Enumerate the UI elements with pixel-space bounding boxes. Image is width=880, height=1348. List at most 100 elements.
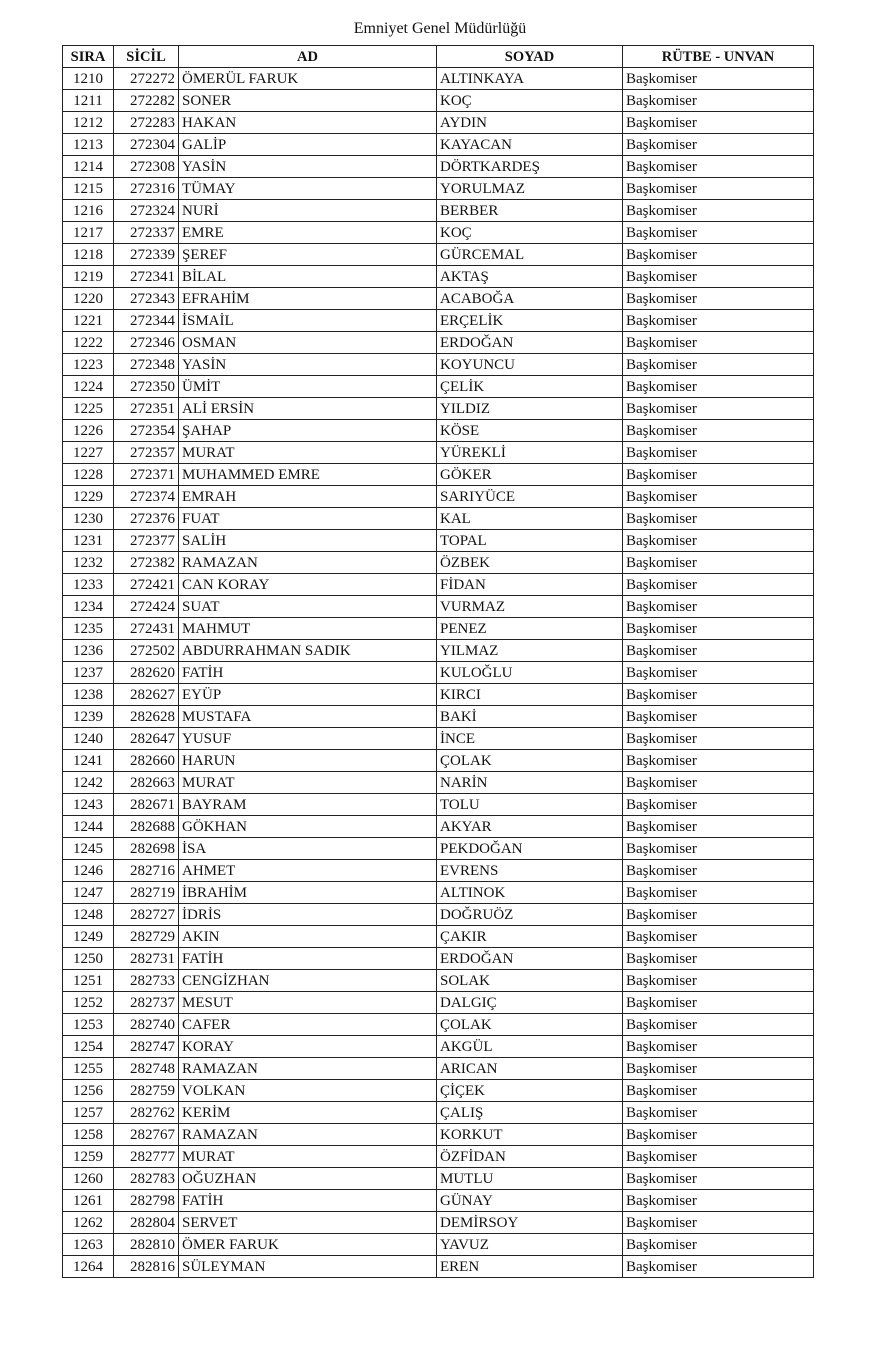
cell-ad: EMRAH: [178, 485, 437, 508]
cell-soyad: ERDOĞAN: [436, 947, 623, 970]
cell-soyad: AKYAR: [436, 815, 623, 838]
cell-soyad: ÇELİK: [436, 375, 623, 398]
cell-rutbe: Başkomiser: [622, 1079, 814, 1102]
table-row: 1225 272351 ALİ ERSİN YILDIZ Başkomiser: [62, 397, 814, 420]
header-sira: SIRA: [62, 45, 114, 68]
cell-soyad: YILDIZ: [436, 397, 623, 420]
cell-rutbe: Başkomiser: [622, 1035, 814, 1058]
cell-ad: MUSTAFA: [178, 705, 437, 728]
cell-ad: ÜMİT: [178, 375, 437, 398]
cell-rutbe: Başkomiser: [622, 771, 814, 794]
cell-soyad: NARİN: [436, 771, 623, 794]
cell-ad: EFRAHİM: [178, 287, 437, 310]
cell-rutbe: Başkomiser: [622, 1189, 814, 1212]
cell-sira: 1245: [62, 837, 114, 860]
cell-sicil: 282777: [113, 1145, 179, 1168]
cell-soyad: DOĞRUÖZ: [436, 903, 623, 926]
cell-rutbe: Başkomiser: [622, 397, 814, 420]
cell-rutbe: Başkomiser: [622, 199, 814, 222]
cell-sicil: 272348: [113, 353, 179, 376]
cell-ad: FATİH: [178, 1189, 437, 1212]
table-row: 1256 282759 VOLKAN ÇİÇEK Başkomiser: [62, 1079, 814, 1102]
table-row: 1210 272272 ÖMERÜL FARUK ALTINKAYA Başkomise…: [62, 67, 814, 90]
cell-rutbe: Başkomiser: [622, 243, 814, 266]
cell-rutbe: Başkomiser: [622, 485, 814, 508]
cell-sicil: 282747: [113, 1035, 179, 1058]
cell-soyad: FİDAN: [436, 573, 623, 596]
cell-sira: 1237: [62, 661, 114, 684]
cell-ad: AKIN: [178, 925, 437, 948]
cell-sira: 1263: [62, 1233, 114, 1256]
cell-soyad: ALTINKAYA: [436, 67, 623, 90]
cell-sicil: 272344: [113, 309, 179, 332]
table-row: 1214 272308 YASİN DÖRTKARDEŞ Başkomiser: [62, 155, 814, 178]
cell-rutbe: Başkomiser: [622, 419, 814, 442]
cell-soyad: EREN: [436, 1255, 623, 1278]
cell-sicil: 272350: [113, 375, 179, 398]
cell-soyad: DÖRTKARDEŞ: [436, 155, 623, 178]
cell-rutbe: Başkomiser: [622, 925, 814, 948]
cell-soyad: GÖKER: [436, 463, 623, 486]
table-row: 1236 272502 ABDURRAHMAN SADIK YILMAZ Başkomi…: [62, 639, 814, 662]
cell-soyad: ÇALIŞ: [436, 1101, 623, 1124]
cell-ad: RAMAZAN: [178, 1123, 437, 1146]
cell-sira: 1248: [62, 903, 114, 926]
cell-sicil: 272346: [113, 331, 179, 354]
cell-sira: 1212: [62, 111, 114, 134]
cell-ad: KERİM: [178, 1101, 437, 1124]
cell-soyad: KAYACAN: [436, 133, 623, 156]
cell-sira: 1214: [62, 155, 114, 178]
cell-sicil: 282767: [113, 1123, 179, 1146]
table-row: 1261 282798 FATİH GÜNAY Başkomiser: [62, 1189, 814, 1212]
cell-sicil: 282660: [113, 749, 179, 772]
cell-ad: ALİ ERSİN: [178, 397, 437, 420]
cell-soyad: ÇAKIR: [436, 925, 623, 948]
cell-rutbe: Başkomiser: [622, 1255, 814, 1278]
cell-soyad: PEKDOĞAN: [436, 837, 623, 860]
cell-ad: CENGİZHAN: [178, 969, 437, 992]
cell-rutbe: Başkomiser: [622, 133, 814, 156]
table-row: 1241 282660 HARUN ÇOLAK Başkomiser: [62, 749, 814, 772]
table-row: 1217 272337 EMRE KOÇ Başkomiser: [62, 221, 814, 244]
table-row: 1218 272339 ŞEREF GÜRCEMAL Başkomiser: [62, 243, 814, 266]
cell-ad: ÖMERÜL FARUK: [178, 67, 437, 90]
cell-sira: 1255: [62, 1057, 114, 1080]
cell-sicil: 282816: [113, 1255, 179, 1278]
table-row: 1224 272350 ÜMİT ÇELİK Başkomiser: [62, 375, 814, 398]
table-row: 1259 282777 MURAT ÖZFİDAN Başkomiser: [62, 1145, 814, 1168]
cell-soyad: TOLU: [436, 793, 623, 816]
cell-sicil: 282748: [113, 1057, 179, 1080]
cell-rutbe: Başkomiser: [622, 309, 814, 332]
cell-sira: 1256: [62, 1079, 114, 1102]
cell-soyad: KOYUNCU: [436, 353, 623, 376]
cell-sicil: 282740: [113, 1013, 179, 1036]
cell-ad: İDRİS: [178, 903, 437, 926]
cell-rutbe: Başkomiser: [622, 441, 814, 464]
table-row: 1216 272324 NURİ BERBER Başkomiser: [62, 199, 814, 222]
table-row: 1252 282737 MESUT DALGIÇ Başkomiser: [62, 991, 814, 1014]
cell-soyad: ACABOĞA: [436, 287, 623, 310]
cell-rutbe: Başkomiser: [622, 265, 814, 288]
cell-sira: 1241: [62, 749, 114, 772]
cell-sira: 1218: [62, 243, 114, 266]
table-row: 1226 272354 ŞAHAP KÖSE Başkomiser: [62, 419, 814, 442]
table-row: 1263 282810 ÖMER FARUK YAVUZ Başkomiser: [62, 1233, 814, 1256]
cell-ad: NURİ: [178, 199, 437, 222]
table-row: 1212 272283 HAKAN AYDIN Başkomiser: [62, 111, 814, 134]
cell-rutbe: Başkomiser: [622, 705, 814, 728]
cell-sira: 1215: [62, 177, 114, 200]
cell-sicil: 272316: [113, 177, 179, 200]
cell-soyad: ÇİÇEK: [436, 1079, 623, 1102]
table-row: 1249 282729 AKIN ÇAKIR Başkomiser: [62, 925, 814, 948]
cell-sicil: 272371: [113, 463, 179, 486]
cell-rutbe: Başkomiser: [622, 529, 814, 552]
cell-sira: 1217: [62, 221, 114, 244]
cell-ad: SERVET: [178, 1211, 437, 1234]
cell-ad: YASİN: [178, 353, 437, 376]
cell-ad: SALİH: [178, 529, 437, 552]
cell-soyad: GÜRCEMAL: [436, 243, 623, 266]
cell-ad: OĞUZHAN: [178, 1167, 437, 1190]
cell-sicil: 282762: [113, 1101, 179, 1124]
cell-rutbe: Başkomiser: [622, 1233, 814, 1256]
header-ad: AD: [178, 45, 437, 68]
